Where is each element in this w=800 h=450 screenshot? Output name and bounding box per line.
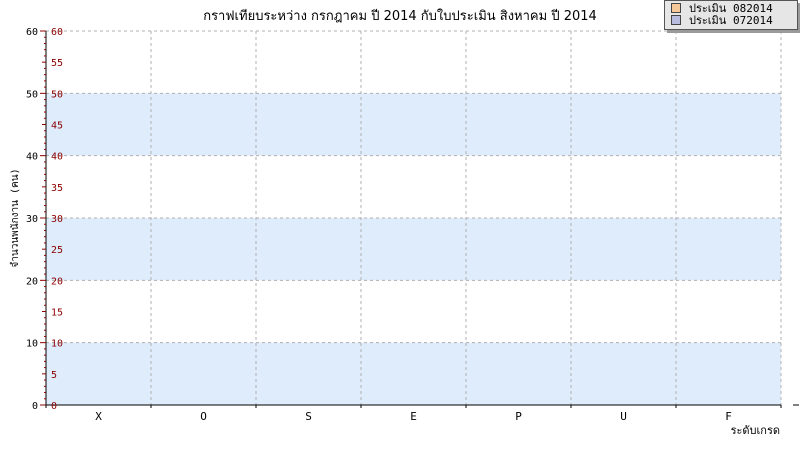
grid-band [46, 342, 781, 405]
y-tick-label-inner: 0 [51, 401, 57, 412]
x-tick-label: S [305, 410, 312, 423]
y-tick-label: 20 [26, 276, 38, 287]
y-tick-label-inner: 60 [51, 27, 63, 38]
y-tick-label-inner: 35 [51, 183, 63, 194]
y-tick-label: 60 [26, 27, 38, 38]
legend: ประเมิน 082014 ประเมิน 072014 [664, 0, 798, 30]
legend-swatch-082014 [671, 3, 681, 13]
y-tick-label-inner: 10 [51, 339, 63, 350]
background-bands [46, 93, 781, 405]
grid-band [46, 218, 781, 281]
legend-label: ประเมิน 082014 [689, 2, 773, 15]
y-tick-label-inner: 25 [51, 245, 63, 256]
x-tick-label: F [725, 410, 732, 423]
y-tick-label-inner: 5 [51, 370, 57, 381]
x-tick-label: U [620, 410, 627, 423]
y-tick-label-inner: 45 [51, 121, 63, 132]
y-ticks: 0 0 5 10 10 15 20 20 25 30 30 35 40 40 45 50 50 55 60 60 [26, 27, 63, 412]
x-tick-label: X [95, 410, 102, 423]
y-tick-label: 0 [32, 401, 38, 412]
y-tick-label-inner: 50 [51, 89, 63, 100]
y-axis-label: จำนวนพนักงาน (คน) [10, 168, 21, 267]
legend-swatch-072014 [671, 15, 681, 25]
legend-item: ประเมิน 082014 [671, 3, 773, 15]
y-tick-label: 40 [26, 152, 38, 163]
legend-label: ประเมิน 072014 [689, 14, 773, 27]
horizontal-gridlines [46, 30, 781, 344]
chart-title: กราฟเทียบระหว่าง กรกฎาคม ปี 2014 กับใบปร… [203, 8, 597, 24]
y-tick-label-inner: 30 [51, 214, 63, 225]
y-tick-label-inner: 20 [51, 276, 63, 287]
x-tick-label: E [410, 410, 417, 423]
legend-item: ประเมิน 072014 [671, 15, 773, 27]
y-tick-label-inner: 55 [51, 58, 63, 69]
y-tick-label-inner: 40 [51, 152, 63, 163]
x-axis-label: ระดับเกรด [731, 424, 780, 437]
y-tick-label-inner: 15 [51, 308, 63, 319]
x-tick-label: O [200, 410, 207, 423]
y-tick-label: 10 [26, 339, 38, 350]
y-tick-label: 30 [26, 214, 38, 225]
y-tick-label: 50 [26, 89, 38, 100]
x-tick-label: P [515, 410, 522, 423]
grid-band [46, 93, 781, 156]
